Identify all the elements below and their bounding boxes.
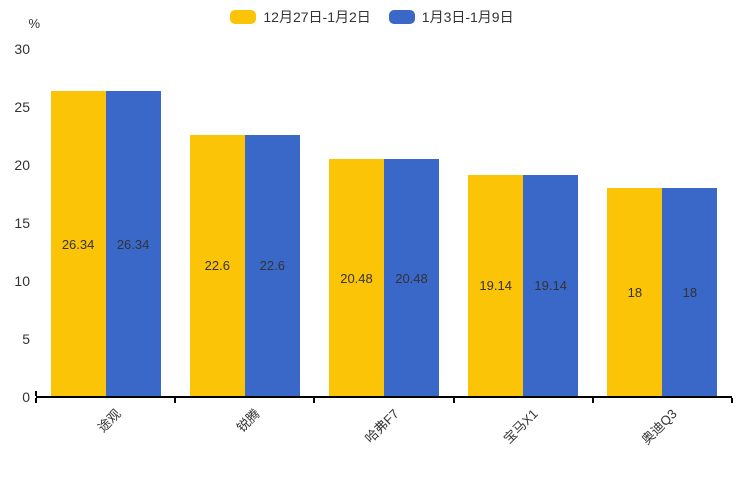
legend-swatch-week2 (388, 10, 415, 24)
legend: 12月27日-1月2日 1月3日-1月9日 (0, 8, 744, 26)
legend-swatch-week1 (230, 10, 257, 24)
legend-label-week2: 1月3日-1月9日 (421, 9, 514, 25)
bar-week1: 20.48 (329, 159, 384, 397)
bar-week1: 22.6 (189, 134, 245, 397)
legend-label-week1: 12月27日-1月2日 (263, 9, 371, 25)
bar-value-label: 22.6 (259, 258, 285, 274)
x-category-label: 宝马X1 (500, 406, 541, 447)
y-tick-label: 15 (14, 215, 30, 231)
bar-week2: 20.48 (384, 159, 439, 397)
bar-value-label: 19.14 (534, 278, 567, 294)
bar-value-label: 20.48 (340, 270, 373, 286)
x-axis-tick (452, 398, 455, 403)
x-axis-tick (591, 398, 594, 403)
x-category-label: 锐腾 (233, 406, 263, 436)
y-tick-label: 0 (22, 389, 30, 405)
x-category-label: 奥迪Q3 (638, 406, 681, 448)
bar-week1: 26.34 (50, 91, 106, 397)
y-tick-label: 25 (14, 99, 30, 115)
y-axis-unit-label: % (28, 16, 40, 31)
bar-week2: 26.34 (105, 91, 161, 397)
x-axis-line (36, 396, 732, 398)
y-tick-label: 10 (14, 273, 30, 289)
bar-value-label: 18 (627, 285, 643, 301)
bar-value-label: 26.34 (116, 236, 150, 252)
legend-item-week2[interactable]: 1月3日-1月9日 (388, 8, 514, 26)
legend-item-week1[interactable]: 12月27日-1月2日 (230, 8, 371, 26)
y-tick-label: 20 (14, 157, 30, 173)
bar-week1: 18 (607, 188, 663, 397)
bar-week1: 19.14 (468, 174, 524, 397)
x-axis-tick (313, 398, 316, 403)
bar-week2: 18 (662, 188, 718, 397)
x-axis-tick (35, 398, 37, 403)
x-category-label: 哈弗F7 (362, 406, 402, 446)
bar-value-label: 22.6 (204, 258, 230, 274)
x-axis-tick (731, 398, 733, 403)
bar-value-label: 26.34 (61, 236, 95, 252)
bar-value-label: 18 (682, 285, 698, 301)
y-axis-zero-tick (35, 391, 37, 396)
bar-week2: 19.14 (523, 174, 579, 397)
bar-week2: 22.6 (244, 134, 300, 397)
bar-value-label: 19.14 (479, 278, 512, 294)
y-tick-label: 5 (22, 331, 30, 347)
bar-value-label: 20.48 (395, 270, 428, 286)
x-axis-tick (174, 398, 177, 403)
x-category-label: 途观 (94, 406, 124, 436)
y-tick-label: 30 (14, 41, 30, 57)
